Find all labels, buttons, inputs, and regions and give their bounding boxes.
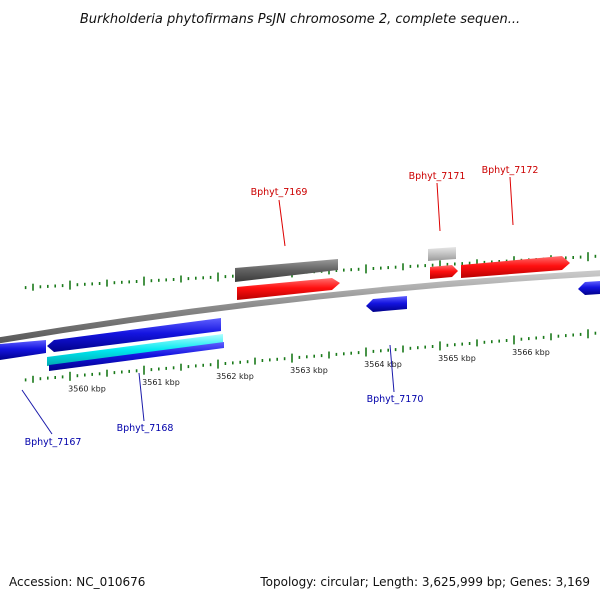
leader-line-bphyt-7170 xyxy=(389,344,395,393)
gene-bphyt-7167[interactable] xyxy=(0,340,46,360)
leader-line-bphyt-7167 xyxy=(21,389,53,435)
leader-line-bphyt-7172 xyxy=(509,176,514,226)
gene-label-bphyt-7172[interactable]: Bphyt_7172 xyxy=(482,165,539,176)
gene-bphyt-7172[interactable] xyxy=(461,256,570,278)
gene-label-bphyt-7170[interactable]: Bphyt_7170 xyxy=(367,394,424,405)
gene-label-bphyt-7167[interactable]: Bphyt_7167 xyxy=(25,437,82,448)
gene-bphyt-7168[interactable] xyxy=(47,318,221,352)
accession-text: Accession: NC_010676 xyxy=(9,575,145,589)
gene-label-bphyt-7169[interactable]: Bphyt_7169 xyxy=(251,187,308,198)
gene-label-bphyt-7168[interactable]: Bphyt_7168 xyxy=(117,423,174,434)
feature-dark-plus[interactable] xyxy=(235,259,338,282)
feature-blue-minus[interactable] xyxy=(49,342,224,371)
gene-label-bphyt-7171[interactable]: Bphyt_7171 xyxy=(409,171,466,182)
gene-bphyt-7169[interactable] xyxy=(237,278,340,300)
gene-bphyt-7171[interactable] xyxy=(430,265,458,279)
chromosome-backbone xyxy=(0,270,600,344)
feature-light-plus[interactable] xyxy=(428,247,456,261)
leader-line-bphyt-7168 xyxy=(138,372,145,422)
leader-line-bphyt-7171 xyxy=(436,182,441,232)
tick-label: 3565 kbp xyxy=(438,354,476,363)
tick-label: 3563 kbp xyxy=(290,366,328,375)
tick-label: 3562 kbp xyxy=(216,372,254,381)
gene-bphyt-7170[interactable] xyxy=(366,296,407,312)
topology-text: Topology: circular; Length: 3,625,999 bp… xyxy=(259,575,590,589)
tick-label: 3560 kbp xyxy=(68,384,106,393)
tick-label: 3561 kbp xyxy=(142,378,180,387)
map-title: Burkholderia phytofirmans PsJN chromosom… xyxy=(80,12,520,27)
tick-label: 3564 kbp xyxy=(364,360,402,369)
tick-label: 3566 kbp xyxy=(512,348,550,357)
feature-blue-edge[interactable] xyxy=(578,281,600,295)
feature-cyan-minus[interactable] xyxy=(47,334,223,366)
leader-line-bphyt-7169 xyxy=(278,199,286,247)
tick-labels: 3560 kbp 3561 kbp 3562 kbp 3563 kbp 3564 kbp… xyxy=(68,348,550,393)
